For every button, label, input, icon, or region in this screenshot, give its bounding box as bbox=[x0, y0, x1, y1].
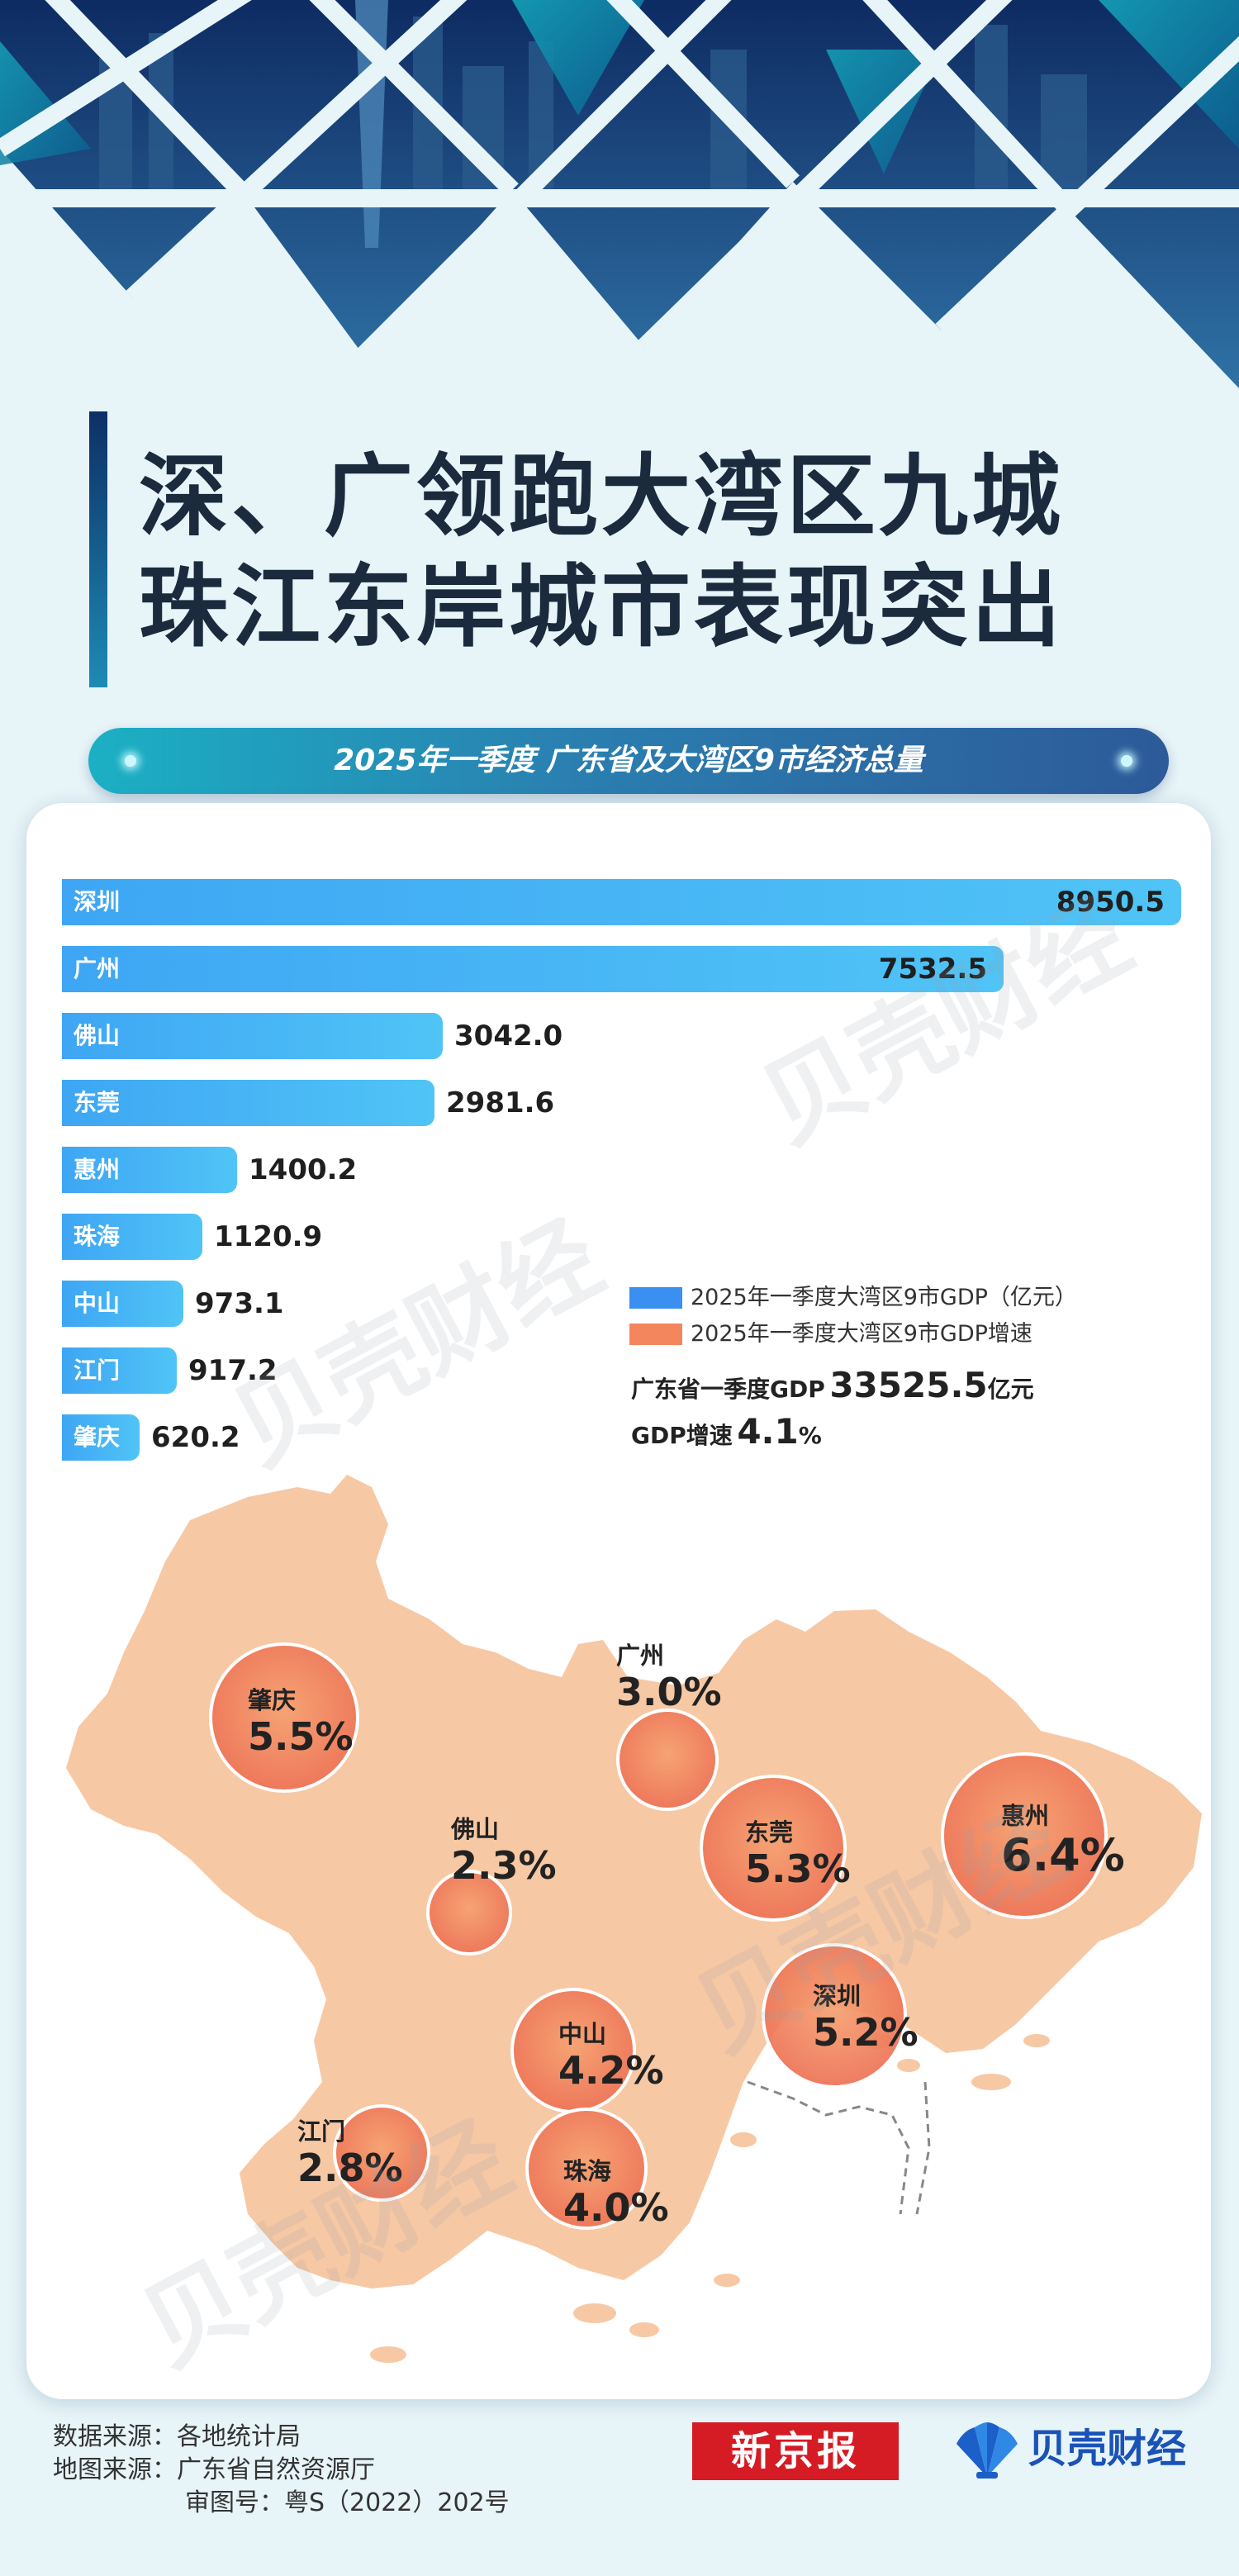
province-growth-value: 4.1 bbox=[737, 1411, 799, 1452]
bubble-label: 中山 4.2% bbox=[558, 2019, 682, 2092]
bubble-growth-value: 4.0% bbox=[563, 2185, 669, 2230]
bubble-label: 肇庆 5.5% bbox=[248, 1685, 372, 1758]
glow-dot-icon bbox=[1121, 755, 1132, 767]
province-gdp-label: 广东省一季度GDP bbox=[631, 1376, 825, 1403]
bubble-city-name: 广州 bbox=[616, 1642, 665, 1670]
bubble-city-name: 珠海 bbox=[563, 2157, 612, 2185]
gdp-bar: 肇庆 bbox=[62, 1414, 140, 1461]
bar-value-label: 1120.9 bbox=[214, 1220, 323, 1253]
bubble-growth-value: 5.5% bbox=[248, 1714, 354, 1759]
bar-category-label: 东莞 bbox=[74, 1089, 121, 1116]
province-growth-label: GDP增速 bbox=[631, 1422, 733, 1449]
chart-subtitle: 2025年一季度 广东省及大湾区9市经济总量 bbox=[334, 744, 923, 777]
gdp-bar: 深圳 bbox=[62, 879, 1181, 925]
bubble-growth-value: 6.4% bbox=[1001, 1829, 1125, 1881]
bar-row: 东莞 2981.6 bbox=[62, 1080, 1218, 1126]
bar-value-label: 973.1 bbox=[195, 1287, 284, 1320]
bar-value-label: 3042.0 bbox=[454, 1019, 563, 1053]
bar-row: 深圳 8950.5 bbox=[62, 879, 1218, 925]
legend-label-growth: 2025年一季度大湾区9市GDP增速 bbox=[691, 1321, 1032, 1347]
glow-dot-icon bbox=[125, 755, 136, 767]
province-growth: GDP增速 4.1% bbox=[631, 1411, 822, 1452]
bar-value-label: 620.2 bbox=[151, 1421, 240, 1454]
bar-row: 惠州 1400.2 bbox=[62, 1147, 1218, 1193]
xinjingbao-logo: 新京报 bbox=[692, 2422, 899, 2480]
bubble-label: 东莞 5.3% bbox=[745, 1818, 869, 1890]
gdp-bar: 珠海 bbox=[62, 1214, 202, 1260]
province-gdp: 广东省一季度GDP 33525.5亿元 bbox=[631, 1365, 1034, 1405]
bubble-label: 江门 2.8% bbox=[297, 2117, 421, 2189]
bubble-growth-value: 3.0% bbox=[616, 1670, 722, 1714]
province-gdp-unit: 亿元 bbox=[987, 1376, 1034, 1403]
bubble-city-name: 肇庆 bbox=[248, 1686, 297, 1714]
bubble-city-name: 惠州 bbox=[1001, 1802, 1050, 1830]
gdp-bar: 佛山 bbox=[62, 1013, 443, 1059]
province-gdp-value: 33525.5 bbox=[829, 1365, 988, 1405]
legend-label-gdp: 2025年一季度大湾区9市GDP（亿元） bbox=[691, 1285, 1077, 1310]
map-approval-number: 审图号：粤S（2022）202号 bbox=[185, 2488, 510, 2517]
bar-row: 珠海 1120.9 bbox=[62, 1214, 1218, 1260]
title-accent-bar bbox=[89, 411, 107, 687]
bubble-label: 惠州 6.4% bbox=[1001, 1801, 1125, 1880]
bubble-growth-value: 2.3% bbox=[451, 1843, 557, 1888]
legend-swatch-gdp bbox=[629, 1287, 682, 1309]
xinjingbao-logo-text: 新京报 bbox=[730, 2428, 860, 2474]
bar-row: 广州 7532.5 bbox=[62, 946, 1218, 992]
bar-value-label: 2981.6 bbox=[446, 1086, 555, 1119]
bubble-growth-value: 5.2% bbox=[813, 2010, 919, 2055]
bar-category-label: 广州 bbox=[74, 955, 121, 982]
bubble-growth-value: 4.2% bbox=[558, 2048, 664, 2093]
bar-category-label: 深圳 bbox=[74, 888, 121, 915]
bar-row: 佛山 3042.0 bbox=[62, 1013, 1218, 1059]
hero-banner bbox=[0, 0, 1239, 413]
bubble-city-name: 中山 bbox=[558, 2020, 607, 2048]
bar-row: 肇庆 620.2 bbox=[62, 1414, 1218, 1461]
bubble-growth-value: 2.8% bbox=[297, 2146, 403, 2190]
beike-shell-icon bbox=[957, 2422, 1018, 2479]
data-source: 数据来源：各地统计局 bbox=[53, 2422, 301, 2451]
beike-logo-text: 贝壳财经 bbox=[1028, 2426, 1187, 2472]
province-growth-unit: % bbox=[798, 1422, 822, 1449]
gdp-bar: 中山 bbox=[62, 1281, 183, 1327]
bar-category-label: 江门 bbox=[74, 1357, 121, 1384]
bubble-city-name: 东莞 bbox=[745, 1818, 794, 1846]
bubble-city-name: 江门 bbox=[297, 2117, 346, 2146]
subtitle-banner: 2025年一季度 广东省及大湾区9市经济总量 bbox=[88, 728, 1169, 794]
bubble-city-name: 佛山 bbox=[451, 1815, 500, 1843]
map-source: 地图来源：广东省自然资源厅 bbox=[53, 2455, 375, 2484]
page-title-line-1: 深、广领跑大湾区九城 bbox=[139, 445, 1065, 549]
legend-swatch-growth bbox=[629, 1324, 682, 1345]
gdp-bar: 广州 bbox=[62, 946, 1004, 992]
bubble-label: 珠海 4.0% bbox=[563, 2156, 687, 2229]
bar-row: 中山 973.1 bbox=[62, 1281, 1218, 1327]
bubble-label: 广州 3.0% bbox=[616, 1641, 740, 1713]
bar-value-label: 1400.2 bbox=[249, 1153, 358, 1186]
gdp-bar: 江门 bbox=[62, 1347, 177, 1394]
gdp-bar: 东莞 bbox=[62, 1080, 434, 1126]
bar-category-label: 珠海 bbox=[74, 1223, 121, 1250]
bar-value-label: 8950.5 bbox=[1056, 886, 1165, 919]
bubble-label: 佛山 2.3% bbox=[451, 1814, 575, 1887]
bar-category-label: 惠州 bbox=[74, 1156, 121, 1183]
page-title-line-2: 珠江东岸城市表现突出 bbox=[139, 556, 1065, 659]
bar-category-label: 中山 bbox=[74, 1290, 121, 1317]
bar-category-label: 肇庆 bbox=[74, 1423, 121, 1451]
bubble-growth-value: 5.3% bbox=[745, 1846, 851, 1891]
bar-category-label: 佛山 bbox=[74, 1022, 121, 1049]
bubble-label: 深圳 5.2% bbox=[813, 1981, 937, 2054]
bubble-city-name: 深圳 bbox=[813, 1982, 862, 2010]
bar-value-label: 917.2 bbox=[188, 1354, 278, 1387]
gdp-bar: 惠州 bbox=[62, 1147, 237, 1193]
bar-value-label: 7532.5 bbox=[878, 953, 987, 986]
bar-row: 江门 917.2 bbox=[62, 1347, 1218, 1394]
